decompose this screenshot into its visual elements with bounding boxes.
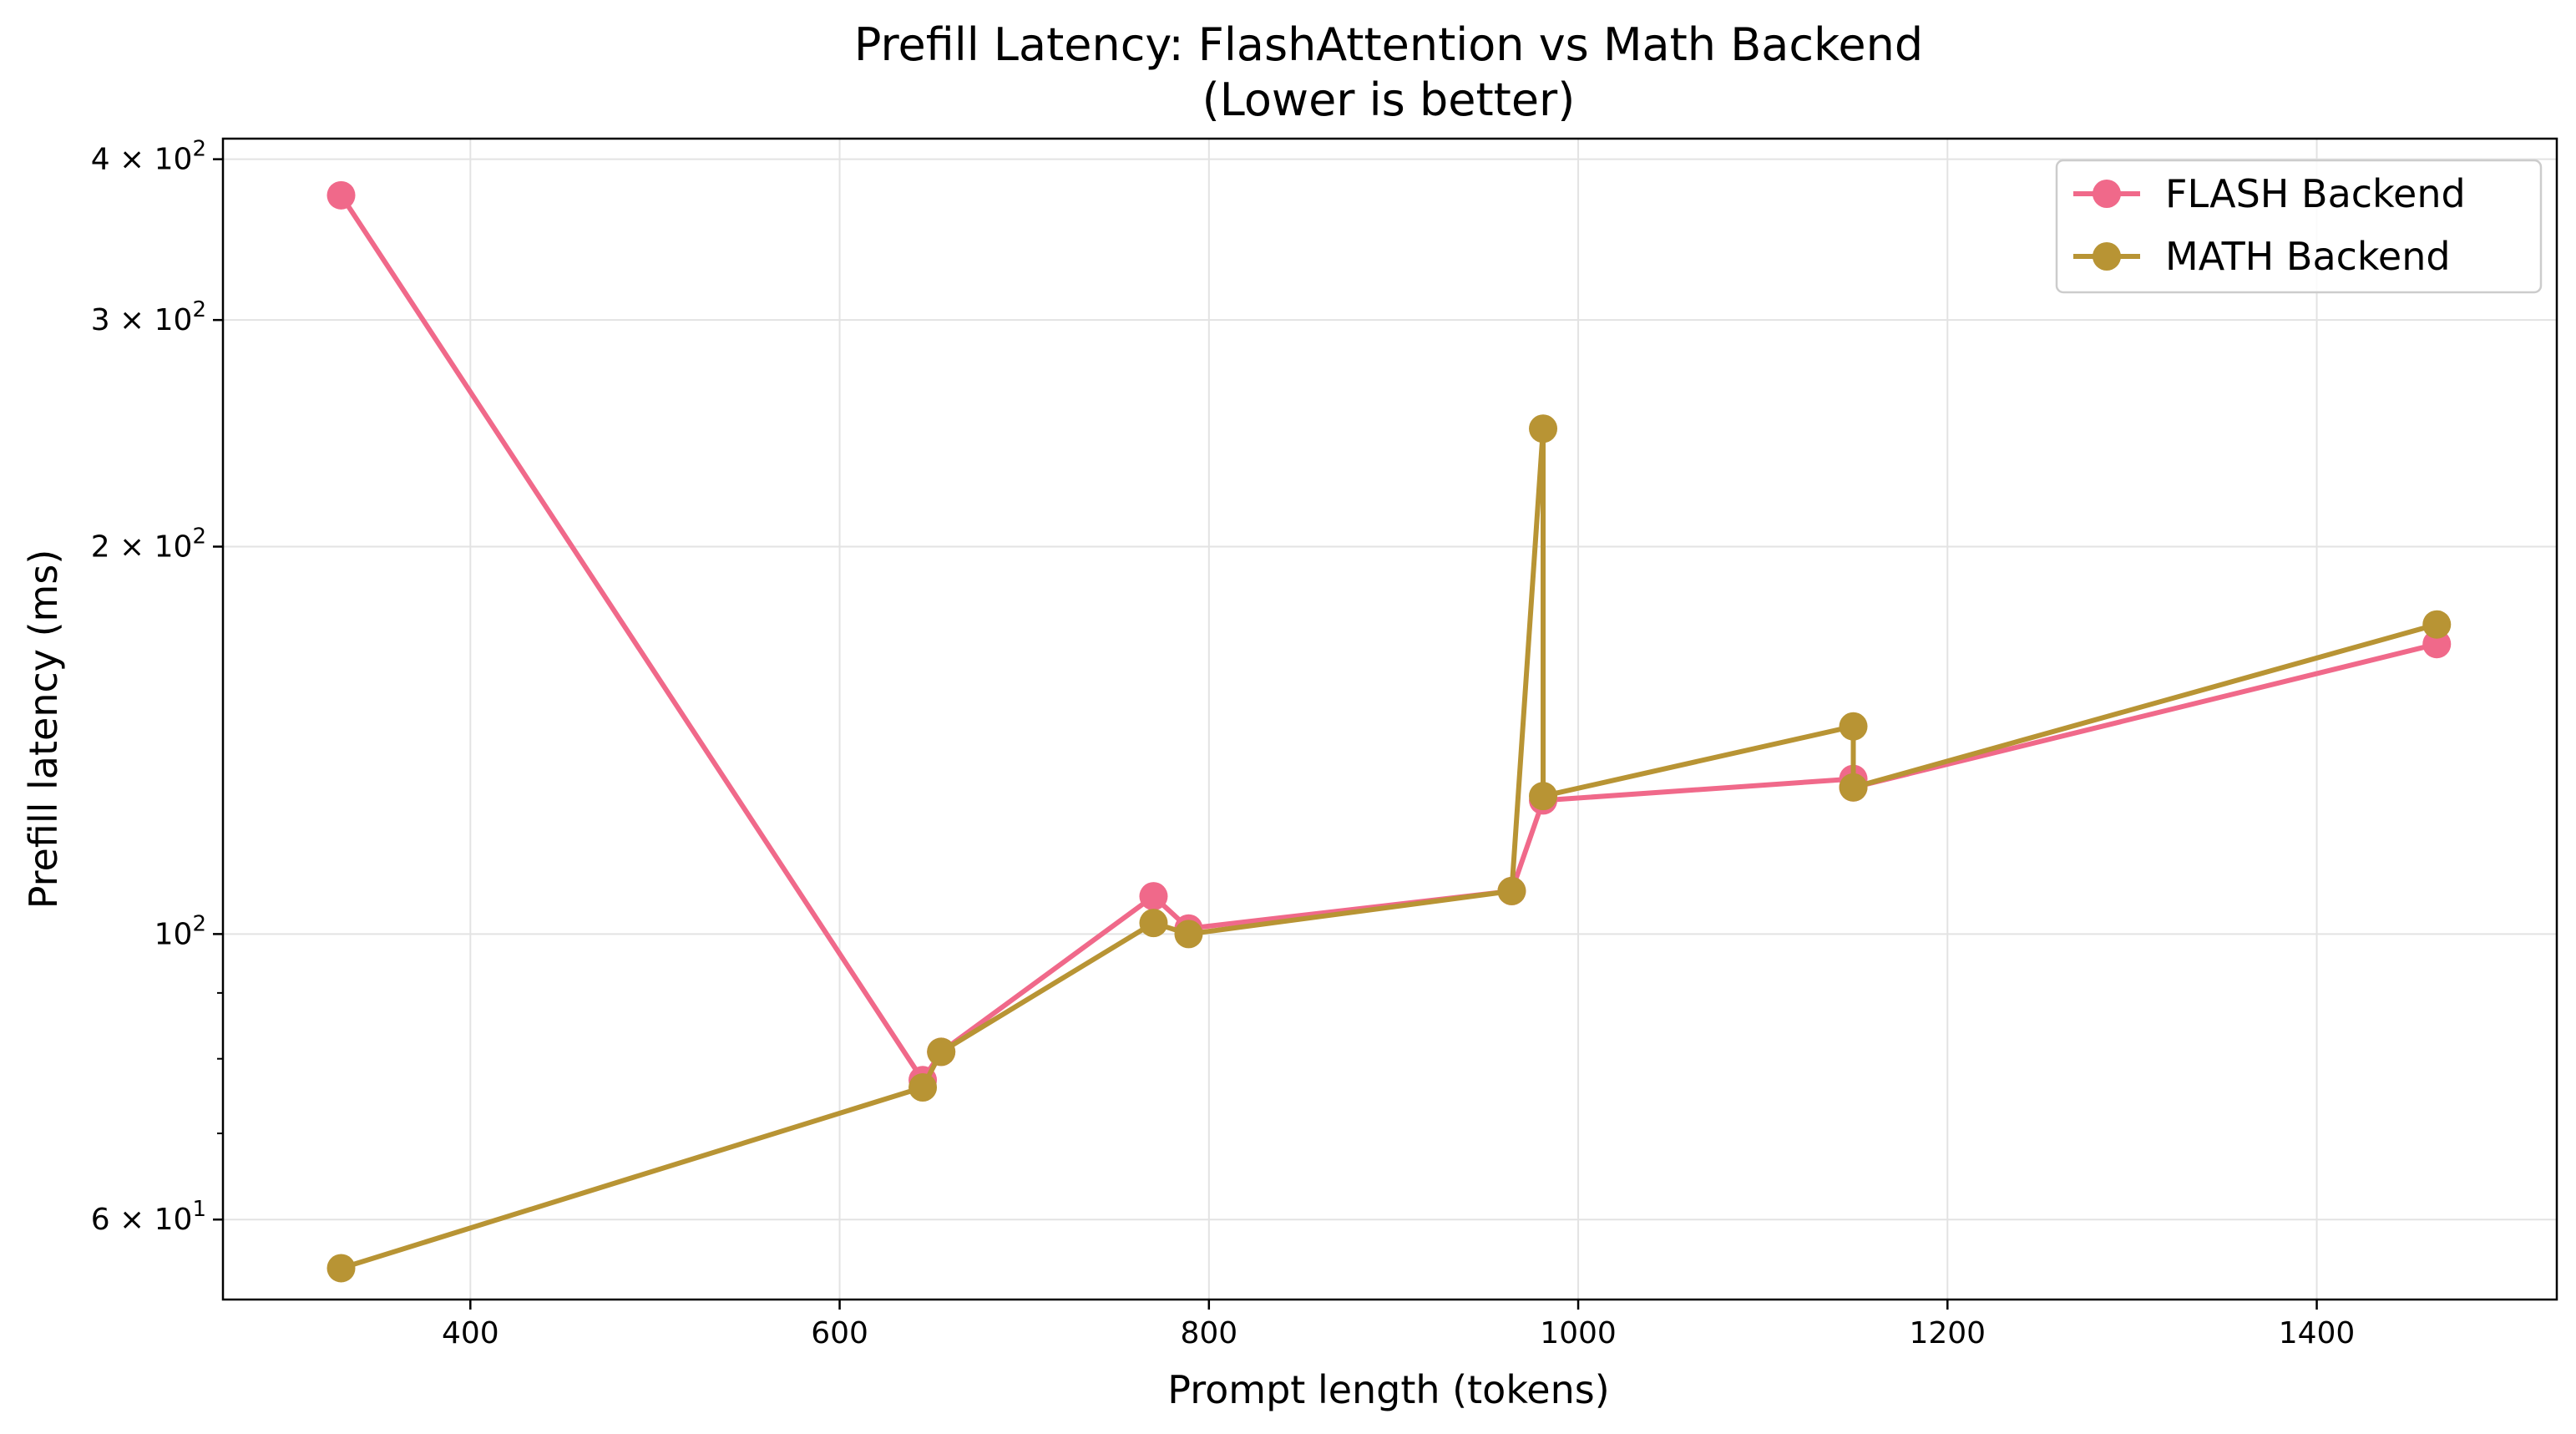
legend-label: MATH Backend <box>2165 234 2451 279</box>
plot-frame <box>221 137 2558 1301</box>
chart-subtitle: (Lower is better) <box>1202 73 1576 126</box>
y-axis-label: Prefill latency (ms) <box>21 550 66 910</box>
data-point <box>1139 882 1168 911</box>
data-point <box>1497 876 1526 905</box>
x-tick-label: 800 <box>1180 1316 1237 1350</box>
axes-layer: 400 600 800 1000 1200 1400 6 × 101 102 2 × 102 3 … <box>91 137 2558 1350</box>
data-point <box>2422 630 2452 659</box>
x-tick-label: 1000 <box>1540 1316 1617 1350</box>
x-tick-label: 600 <box>811 1316 868 1350</box>
data-point <box>927 1037 956 1067</box>
legend-box <box>2055 159 2543 294</box>
x-axis-label: Prompt length (tokens) <box>1167 1367 1609 1412</box>
series-layer <box>326 180 2452 1283</box>
y-tick-label: 6 × 101 <box>91 1197 206 1237</box>
data-point <box>1174 920 1203 949</box>
data-point <box>1839 773 1868 802</box>
x-tick-label: 400 <box>442 1316 499 1350</box>
data-point <box>1839 712 1868 741</box>
y-tick-label: 2 × 102 <box>91 524 206 565</box>
x-tick-label: 1200 <box>1909 1316 1986 1350</box>
data-point <box>2422 610 2452 639</box>
data-point <box>1529 414 1558 443</box>
data-point <box>326 1254 356 1283</box>
grid <box>223 139 2557 1300</box>
legend-label: FLASH Backend <box>2165 171 2466 216</box>
legend: FLASH Backend MATH Backend <box>2055 159 2543 294</box>
legend-marker <box>2093 242 2121 271</box>
chart-title: Prefill Latency: FlashAttention vs Math … <box>854 18 1923 71</box>
data-point <box>908 1073 938 1102</box>
y-tick-label: 3 × 102 <box>91 297 206 337</box>
data-point <box>326 180 356 210</box>
y-tick-label: 4 × 102 <box>91 137 206 177</box>
legend-marker <box>2093 180 2121 208</box>
x-tick-label: 1400 <box>2279 1316 2356 1350</box>
data-point <box>1529 782 1558 811</box>
data-point <box>1139 909 1168 938</box>
y-tick-label: 102 <box>154 911 206 951</box>
